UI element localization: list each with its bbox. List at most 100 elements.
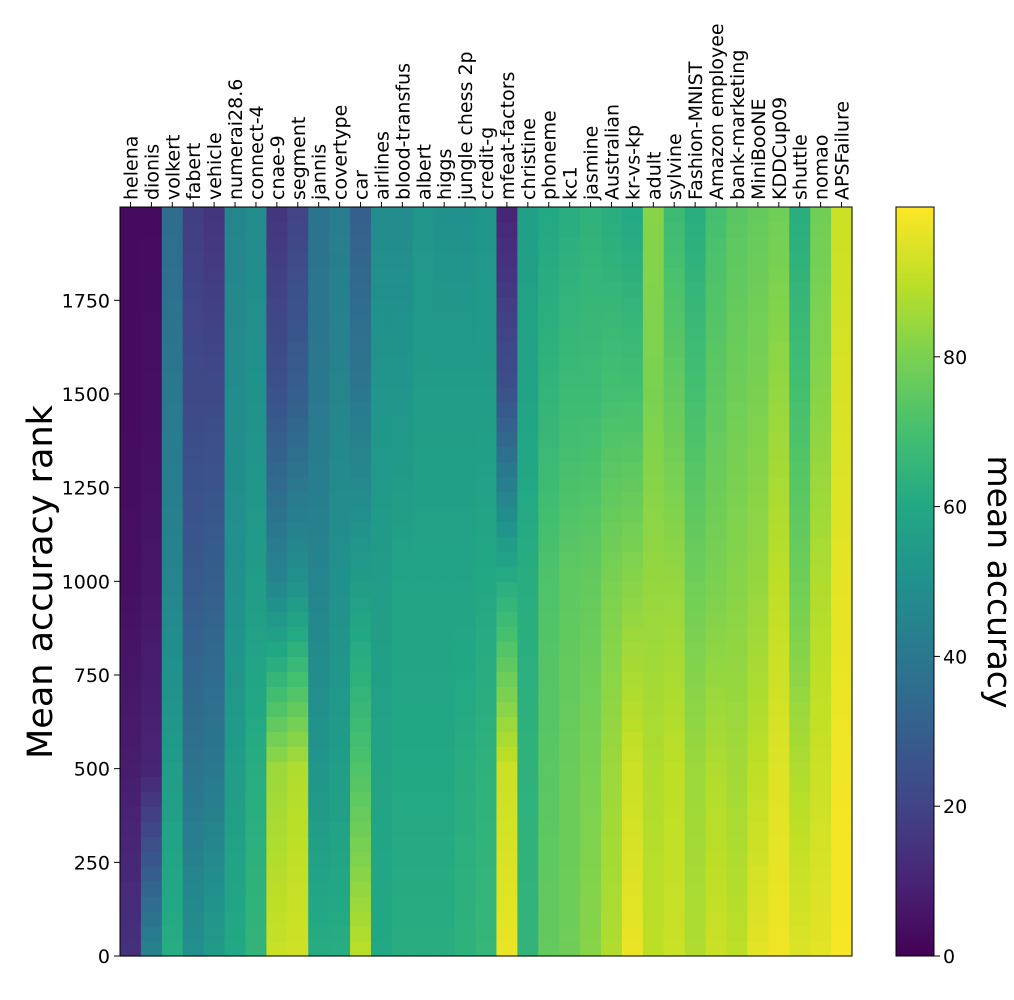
heatmap-cell [454,491,477,508]
heatmap-cell [831,251,853,268]
heatmap-cell [120,506,142,523]
heatmap-cell [454,326,477,343]
heatmap-cell [350,326,372,343]
heatmap-cell [747,356,769,373]
heatmap-cell [538,356,560,373]
heatmap-cell [308,371,330,388]
heatmap-cell [245,626,267,643]
heatmap-cell [831,926,853,942]
heatmap-cell [182,821,205,837]
y-tick-label: 250 [74,852,110,874]
heatmap-cell [747,386,769,403]
heatmap-cell [705,281,728,298]
heatmap-cell [454,896,477,912]
heatmap-cell [747,207,769,223]
heatmap-cell [412,851,435,867]
heatmap-cell [642,221,665,238]
heatmap-cell [224,341,247,358]
heatmap-cell [726,656,749,672]
heatmap-cell [245,851,267,867]
heatmap-cell [789,821,811,837]
heatmap-cell [642,446,665,463]
heatmap-cell [287,266,309,283]
heatmap-cell [768,851,790,867]
heatmap-cell [642,656,665,672]
heatmap-cell [412,686,435,702]
heatmap-cell [517,716,539,732]
heatmap-cell [266,611,288,628]
heatmap-cell [789,401,811,418]
heatmap-cell [768,881,790,897]
heatmap-cell [203,836,226,852]
heatmap-cell [412,626,435,643]
heatmap-cell [496,386,518,403]
heatmap-cell [559,506,581,523]
heatmap-cell [684,761,707,777]
heatmap-cell [161,686,184,702]
heatmap-cell [517,536,539,553]
heatmap-cell [747,611,769,628]
heatmap-cell [308,296,330,313]
heatmap-cell [224,791,247,807]
heatmap-cell [559,761,581,777]
heatmap-cell [350,281,372,298]
column-label: Amazon employee [706,23,728,200]
heatmap-cell [161,386,184,403]
heatmap-cell [517,686,539,702]
heatmap-cell [224,416,247,433]
heatmap-cell [789,311,811,328]
heatmap-cell [140,491,163,508]
heatmap-cell [120,581,142,598]
column-label: adult [643,152,665,200]
column-label: helena [121,136,143,200]
heatmap-cell [412,386,435,403]
heatmap-cell [391,896,414,912]
heatmap-cell [768,566,790,583]
heatmap-cell [601,806,623,822]
heatmap-cell [496,641,518,657]
heatmap-cell [370,656,393,672]
heatmap-cell [538,926,560,942]
heatmap-cell [287,581,309,598]
heatmap-cell [810,446,832,463]
heatmap-cell [580,776,602,792]
heatmap-cell [768,686,790,702]
heatmap-cell [308,626,330,643]
heatmap-cell [475,521,498,538]
heatmap-cell [412,926,435,942]
heatmap-cell [642,581,665,598]
heatmap-cell [120,236,142,253]
heatmap-cell [266,641,288,657]
heatmap-cell [224,356,247,373]
heatmap-cell [370,866,393,882]
heatmap-cell [308,896,330,912]
heatmap-cell [747,656,769,672]
heatmap-cell [580,671,602,687]
heatmap-cell [726,506,749,523]
heatmap-cell [140,926,163,942]
heatmap-cell [120,371,142,388]
heatmap-cell [517,671,539,687]
heatmap-cell [621,851,644,867]
heatmap-cell [120,671,142,687]
heatmap-cell [308,716,330,732]
heatmap-cell [831,776,853,792]
heatmap-cell [810,761,832,777]
heatmap-cell [140,806,163,822]
heatmap-cell [810,281,832,298]
heatmap-cell [726,251,749,268]
heatmap-cell [224,641,247,657]
heatmap-cell [308,836,330,852]
heatmap-cell [454,416,477,433]
heatmap-cell [433,536,456,553]
heatmap-cell [726,236,749,253]
heatmap-cell [182,746,205,762]
heatmap-cell [621,626,644,643]
heatmap-cell [601,791,623,807]
heatmap-cell [789,266,811,283]
heatmap-cell [496,251,518,268]
heatmap-cell [329,941,351,957]
heatmap-cell [412,881,435,897]
heatmap-cell [517,386,539,403]
heatmap-cell [789,746,811,762]
